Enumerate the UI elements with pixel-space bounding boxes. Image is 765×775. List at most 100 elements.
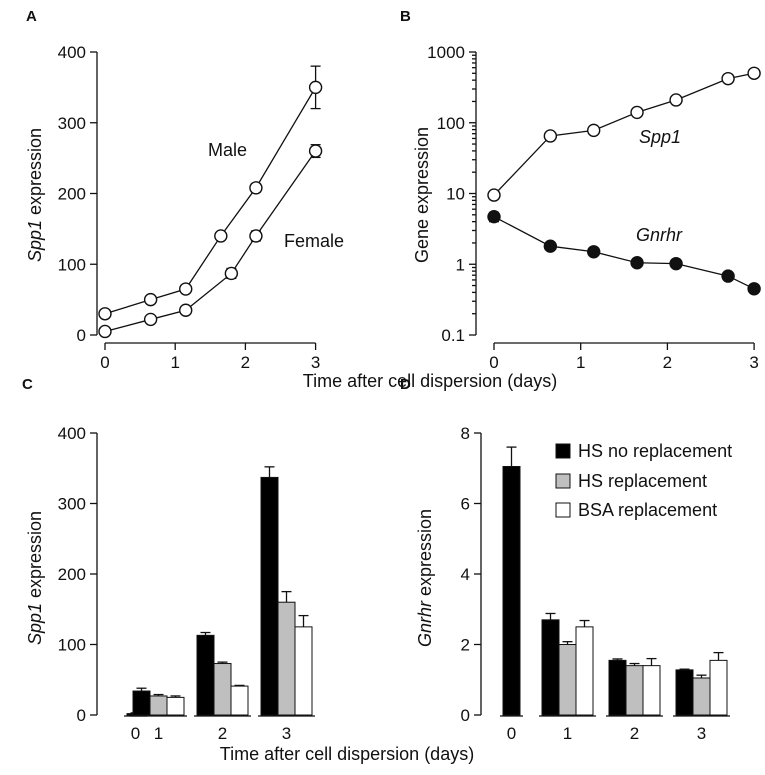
panel-d-y-tick-label: 4 bbox=[461, 565, 470, 584]
panel-a-male-point bbox=[308, 80, 323, 95]
panel-c-y-tick-label: 0 bbox=[77, 706, 86, 725]
panel-b-spp1-point bbox=[630, 105, 644, 120]
panel-b-spp1-line bbox=[493, 72, 755, 196]
panel-a-male-line bbox=[104, 87, 317, 315]
panel-b-gnrhr-point bbox=[669, 256, 683, 271]
panel-c-bsa-replacement-bar bbox=[294, 626, 313, 716]
panel-b-spp1-point bbox=[669, 93, 683, 107]
panel-a-y-tick-label: 400 bbox=[58, 43, 86, 62]
panel-a-x-tick-label: 3 bbox=[311, 353, 320, 372]
panel-b-y-tick-label: 1000 bbox=[427, 43, 465, 62]
panel-b-y-tick-label: 1 bbox=[456, 255, 465, 274]
panel-d-hs-replacement-bar bbox=[558, 644, 577, 716]
panel-d-x-tick-label: 0 bbox=[507, 724, 516, 743]
panel-a-female-point bbox=[308, 144, 323, 158]
panel-b-spp1-point bbox=[587, 123, 601, 138]
panel-a-y-tick-label: 300 bbox=[58, 114, 86, 133]
panel-c-bsa-replacement-bar bbox=[166, 696, 185, 716]
panel-label-d: D bbox=[400, 376, 411, 393]
panel-a-female-line bbox=[104, 150, 317, 333]
panel-c-hs-replacement-bar bbox=[149, 695, 168, 716]
panel-d-hs-no-replacement-bar bbox=[675, 669, 694, 716]
annotation-male: Male bbox=[208, 140, 247, 160]
panel-b-gnrhr-point bbox=[543, 239, 558, 253]
panel-c-hs-replacement-bar bbox=[213, 663, 232, 716]
panel-d-hs-no-replacement-bar bbox=[541, 619, 560, 716]
annotation-spp1: Spp1 bbox=[639, 127, 681, 147]
panel-b-spp1-point bbox=[543, 129, 558, 143]
panel-c-hs-no-replacement-bar bbox=[260, 476, 279, 716]
panel-a-male-point bbox=[179, 282, 193, 296]
panel-d-hs-replacement-bar bbox=[692, 677, 711, 716]
panel-d-x-tick-label: 2 bbox=[630, 724, 639, 743]
panel-b-x-tick-label: 3 bbox=[749, 353, 758, 372]
legend-swatch-hs-replacement bbox=[555, 473, 571, 489]
panel-c-y-tick-label: 200 bbox=[58, 565, 86, 584]
panel-b-y-tick-label: 100 bbox=[437, 114, 465, 133]
panel-c-y-tick-label: 300 bbox=[58, 495, 86, 514]
panel-a-x-tick-label: 2 bbox=[241, 353, 250, 372]
panel-b-x-tick-label: 0 bbox=[489, 353, 498, 372]
panel-a-y-tick-label: 200 bbox=[58, 185, 86, 204]
panel-c-y-tick-label: 400 bbox=[58, 424, 86, 443]
panel-label-b: B bbox=[400, 8, 411, 25]
panel-a-male-point bbox=[98, 307, 112, 321]
panel-a-ylabel: Spp1 expression bbox=[25, 128, 45, 262]
panel-c-x-tick-label: 3 bbox=[282, 724, 291, 743]
panel-b-gnrhr-point bbox=[721, 269, 735, 283]
panel-a-female-point bbox=[249, 229, 263, 243]
panel-d-bsa-replacement-bar bbox=[709, 659, 728, 716]
bottom-xlabel: Time after cell dispersion (days) bbox=[220, 744, 474, 764]
annotation-female: Female bbox=[284, 231, 344, 251]
panel-a-female-point bbox=[98, 324, 112, 339]
panel-d-bsa-replacement-bar bbox=[642, 665, 661, 716]
panel-d-hs-replacement-bar bbox=[625, 665, 644, 716]
panel-c-x-tick-label: 1 bbox=[154, 724, 163, 743]
panel-b-x-tick-label: 1 bbox=[576, 353, 585, 372]
panel-d-x-tick-label: 1 bbox=[563, 724, 572, 743]
panel-b-y-tick-label: 10 bbox=[446, 185, 465, 204]
panel-c-x-tick-label: 2 bbox=[218, 724, 227, 743]
panel-b-gnrhr-line bbox=[493, 216, 755, 290]
panel-d-hs-no-replacement-bar bbox=[608, 659, 627, 716]
panel-b-ylabel: Gene expression bbox=[412, 127, 432, 263]
panel-a-x-tick-label: 1 bbox=[170, 353, 179, 372]
panel-d-ylabel: Gnrhr expression bbox=[415, 509, 435, 647]
panel-a-x-tick-label: 0 bbox=[100, 353, 109, 372]
panel-b-gnrhr-point bbox=[587, 245, 601, 259]
panel-d-y-tick-label: 8 bbox=[461, 424, 470, 443]
panel-c-hs-no-replacement-bar bbox=[132, 690, 151, 716]
legend-swatch-bsa-replacement bbox=[555, 502, 571, 518]
legend-swatch-hs-no-replacement bbox=[555, 443, 571, 459]
panel-c-hs-no-replacement-bar bbox=[196, 634, 215, 716]
panel-d-hs-no-replacement-bar bbox=[502, 465, 521, 716]
panel-b-y-tick-label: 0.1 bbox=[441, 326, 465, 345]
panel-c-y-tick-label: 100 bbox=[58, 636, 86, 655]
panel-label-a: A bbox=[26, 8, 37, 25]
legend-label-hs-replacement: HS replacement bbox=[578, 471, 707, 491]
panel-a-male-point bbox=[249, 181, 263, 195]
panel-a-y-tick-label: 0 bbox=[77, 326, 86, 345]
panel-c-bsa-replacement-bar bbox=[230, 685, 249, 716]
panel-label-c: C bbox=[22, 376, 33, 393]
top-xlabel: Time after cell dispersion (days) bbox=[303, 371, 557, 391]
panel-a-female-point bbox=[224, 266, 239, 281]
panel-a-female-point bbox=[143, 312, 158, 327]
panel-d-y-tick-label: 6 bbox=[461, 495, 470, 514]
panel-b-spp1-point bbox=[747, 66, 761, 80]
panel-c-x-tick-label: 0 bbox=[131, 724, 140, 743]
panel-c-hs-replacement-bar bbox=[277, 601, 296, 716]
panel-d-x-tick-label: 3 bbox=[697, 724, 706, 743]
panel-b-spp1-point bbox=[721, 71, 735, 86]
legend-label-bsa-replacement: BSA replacement bbox=[578, 500, 717, 520]
annotation-gnrhr: Gnrhr bbox=[636, 225, 683, 245]
panel-a-male-point bbox=[214, 229, 228, 243]
panel-d-bsa-replacement-bar bbox=[575, 626, 594, 716]
panel-a-y-tick-label: 100 bbox=[58, 255, 86, 274]
panel-a-female-point bbox=[179, 303, 193, 317]
panel-d-y-tick-label: 2 bbox=[461, 636, 470, 655]
panel-c-ylabel: Spp1 expression bbox=[25, 511, 45, 645]
panel-d-y-tick-label: 0 bbox=[461, 706, 470, 725]
panel-b-gnrhr-point bbox=[747, 282, 761, 296]
